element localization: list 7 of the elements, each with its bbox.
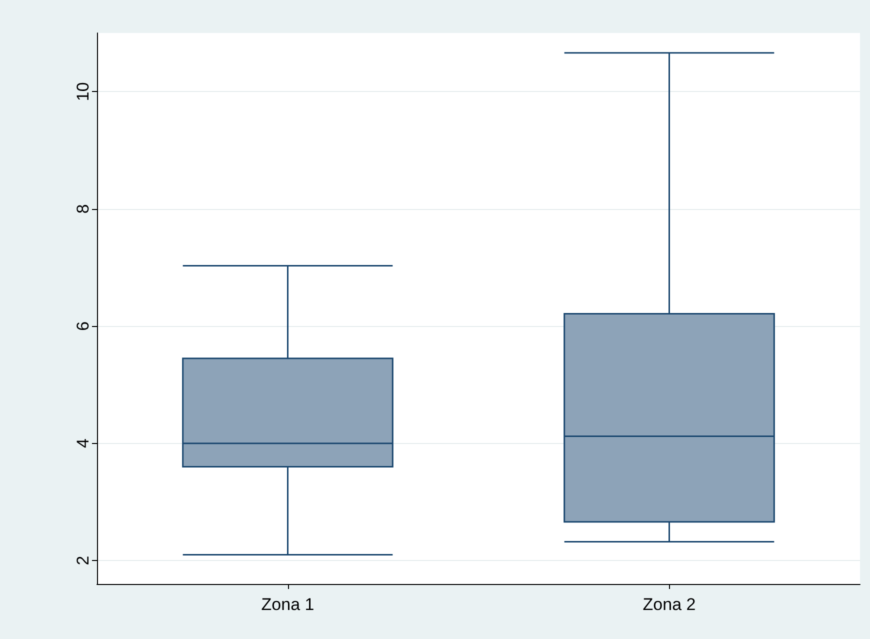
y-tick-label: 2 — [74, 556, 92, 566]
x-tick-label: Zona 1 — [261, 595, 314, 614]
y-tick-label: 10 — [74, 82, 92, 102]
x-tick-label: Zona 2 — [642, 595, 696, 614]
y-tick-label: 6 — [74, 321, 92, 331]
y-tick-label: 4 — [74, 438, 92, 448]
y-tick-label: 8 — [74, 204, 92, 214]
